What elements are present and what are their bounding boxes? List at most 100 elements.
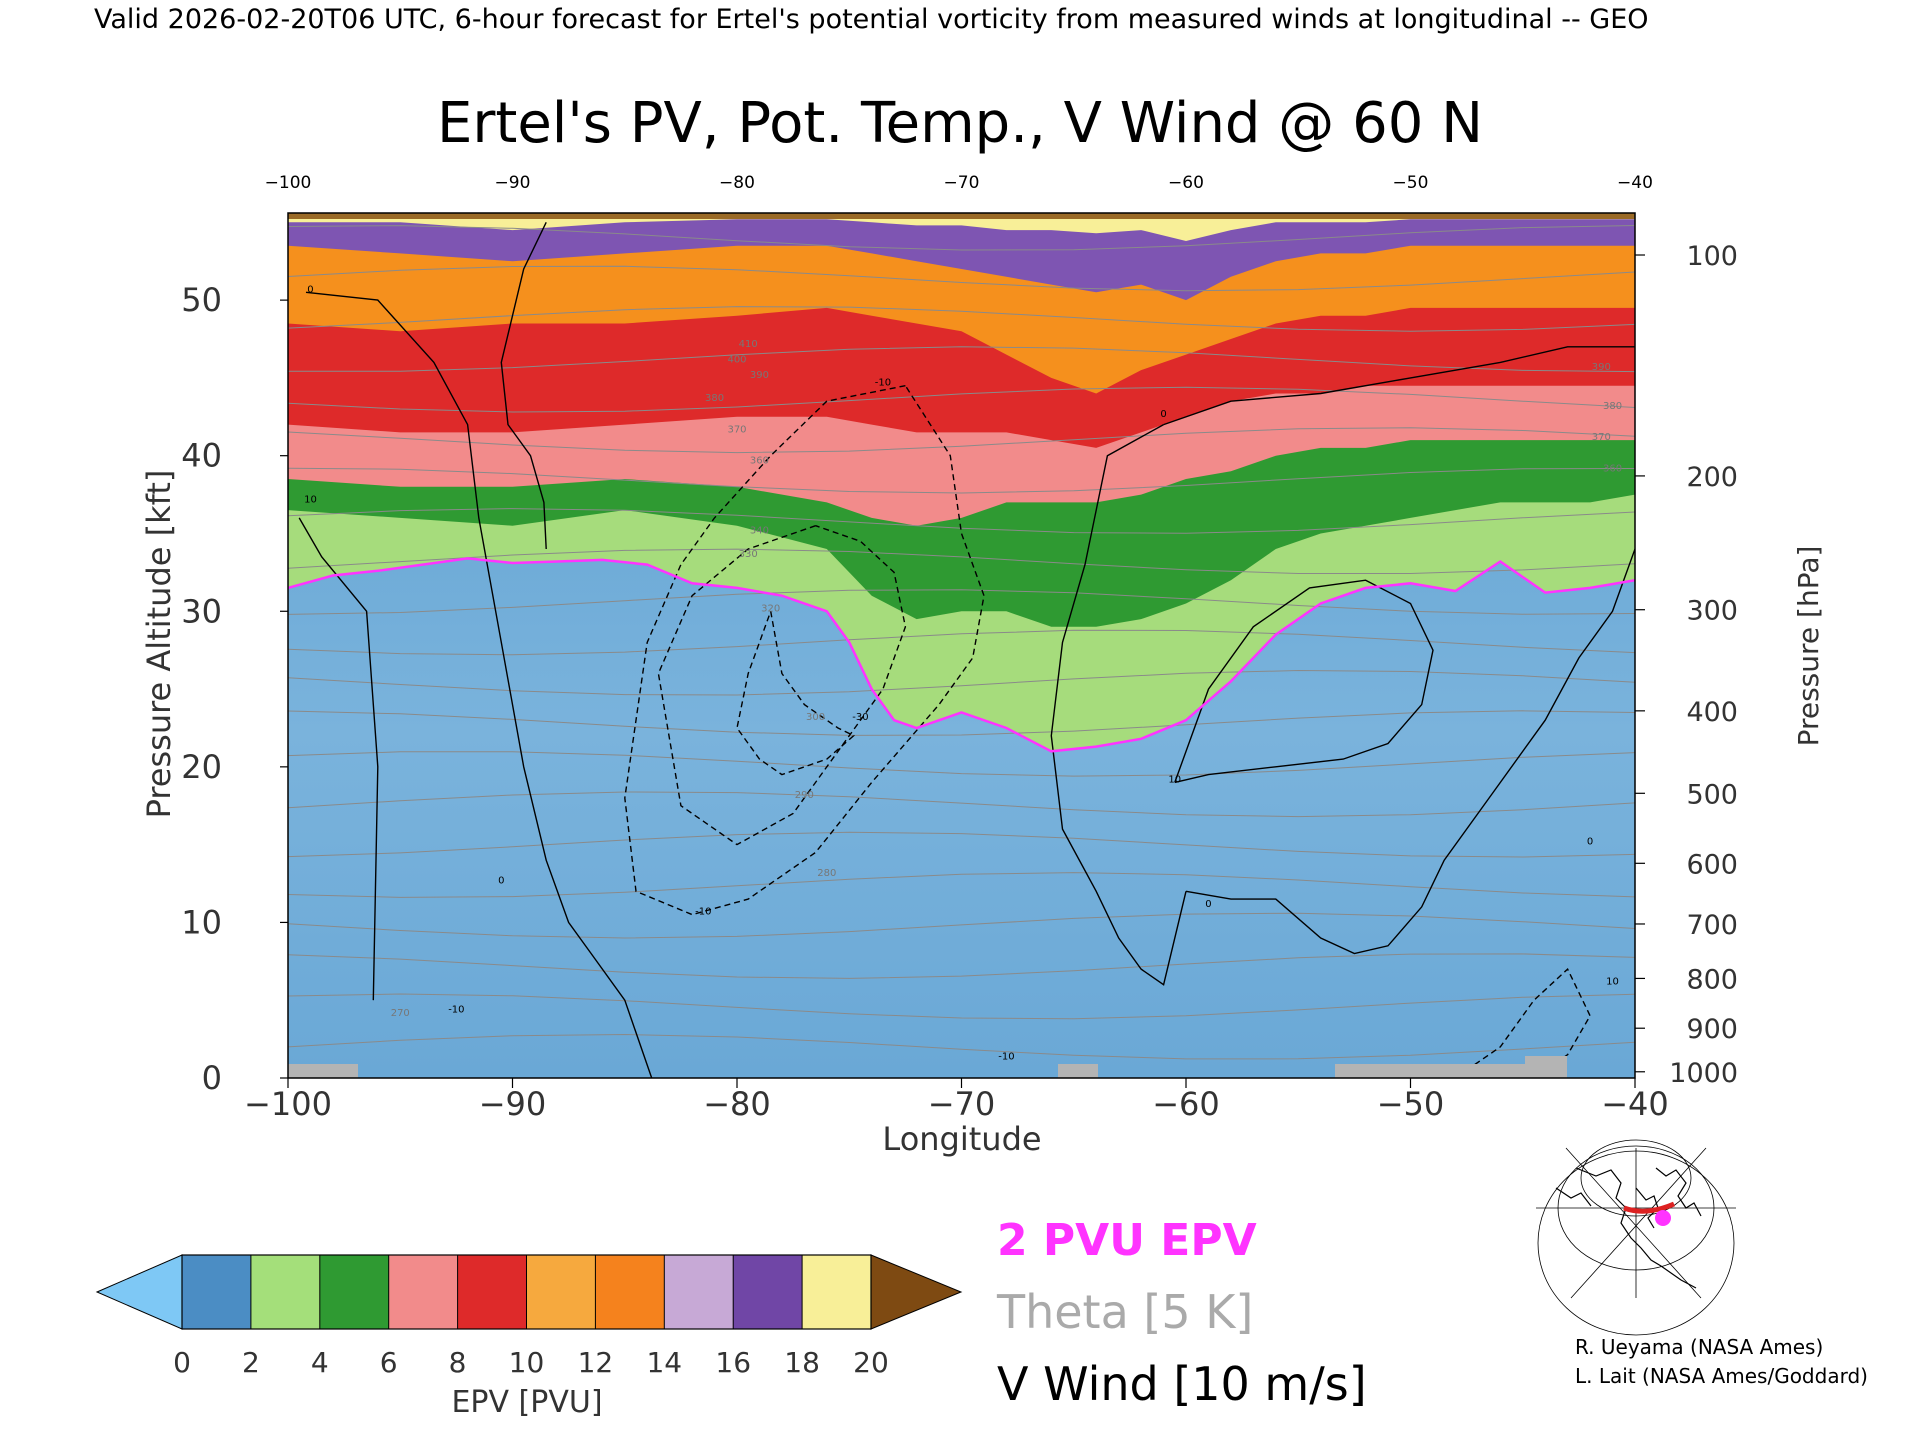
colorbar-segment	[457, 1255, 527, 1329]
colorbar-over-triangle	[870, 1254, 963, 1330]
x-tick-label: −70	[928, 1085, 996, 1123]
plot-area: 410 400 390 380 370 360 340 330 320 300 290 280 270 3…	[287, 212, 1636, 1079]
valid-time-header: Valid 2026-02-20T06 UTC, 6-hour forecast…	[94, 4, 1649, 35]
colorbar-tick-label: 4	[311, 1346, 329, 1379]
colorbar-tick-labels: 0 2 4 6 8 10 12 14 16 18 20	[173, 1346, 889, 1379]
colorbar-tick-label: 20	[853, 1346, 889, 1379]
theta-label: 360	[750, 455, 769, 466]
theta-contour	[288, 265, 1635, 292]
theta-label: 330	[739, 549, 758, 560]
theta-contour	[288, 508, 1635, 534]
vwind-contour	[1174, 579, 1434, 784]
colorbar-segments	[182, 1255, 872, 1329]
vwind-label: -10	[998, 1051, 1014, 1062]
vwind-contour	[1185, 548, 1635, 955]
colorbar-under-triangle	[95, 1254, 183, 1330]
colorbar-segment	[733, 1255, 803, 1329]
theta-contour	[288, 953, 1635, 979]
theta-contour	[288, 669, 1635, 696]
terrain-block	[1058, 1064, 1098, 1078]
epv-band-yellow	[288, 213, 1635, 241]
theta-label: 300	[806, 712, 825, 723]
colorbar-tick-label: 10	[509, 1346, 545, 1379]
top-tick-label: −60	[1168, 173, 1204, 193]
vwind-contour	[298, 517, 379, 1001]
colorbar-segment	[802, 1255, 872, 1329]
x-tick-label: −90	[479, 1085, 547, 1123]
theta-label: 270	[391, 1008, 410, 1019]
theta-label: 390	[750, 370, 769, 381]
vwind-label: 0	[498, 876, 504, 887]
vwind-contour	[1163, 346, 1635, 426]
theta-label: 280	[817, 868, 836, 879]
y-axis-left: 0 10 20 30 40 50	[181, 281, 288, 1097]
pressure-tick-label: 200	[1686, 462, 1738, 493]
colorbar-segment	[388, 1255, 459, 1329]
top-tick-label: −50	[1393, 173, 1429, 193]
pressure-tick-label: 400	[1686, 697, 1738, 728]
theta-label: 400	[727, 354, 746, 365]
colorbar-tick-label: 18	[784, 1346, 820, 1379]
credit-line-1: R. Ueyama (NASA Ames)	[1575, 1335, 1823, 1359]
top-tick-label: −100	[265, 173, 312, 193]
vwind-contours	[298, 221, 1635, 1078]
x-tick-label: −50	[1377, 1085, 1445, 1123]
legend-2pvu: 2 PVU EPV	[997, 1215, 1257, 1266]
colorbar-label: EPV [PVU]	[451, 1385, 602, 1420]
theta-label: 380	[705, 393, 724, 404]
colorbar-segment	[182, 1255, 252, 1329]
epv-band-orange	[288, 213, 1635, 394]
legend-theta: Theta [5 K]	[996, 1285, 1253, 1339]
theta-contour	[288, 831, 1635, 858]
theta-label: 380	[1603, 401, 1622, 412]
colorbar-frame	[181, 1254, 872, 1330]
colorbar-segment	[664, 1255, 734, 1329]
vwind-label: -10	[695, 907, 711, 918]
terrain-block	[288, 1064, 358, 1078]
vwind-label: 10	[304, 494, 317, 505]
y-tick-label: 10	[181, 903, 222, 941]
colorbar-tick-label: 2	[242, 1346, 260, 1379]
vwind-contour	[500, 221, 547, 550]
theta-contour	[288, 791, 1635, 818]
theta-contour	[288, 872, 1635, 898]
theta-contour	[288, 548, 1635, 574]
theta-contour	[288, 1033, 1635, 1060]
theta-label: 370	[727, 424, 746, 435]
pressure-tick-label: 800	[1686, 964, 1738, 995]
epv-band-purple	[288, 213, 1635, 301]
epv-shading	[288, 213, 1635, 752]
y-tick-label: 20	[181, 748, 222, 786]
theta-label: 410	[739, 339, 758, 350]
colorbar-segment	[595, 1255, 665, 1329]
map-track	[1623, 1201, 1675, 1214]
theta-contour	[288, 751, 1635, 777]
theta-label: 320	[761, 603, 780, 614]
x-tick-label: −60	[1152, 1085, 1220, 1123]
top-axis: −100 −90 −80 −70 −60 −50 −40	[265, 173, 1653, 193]
vwind-label: 0	[1205, 899, 1211, 910]
x-axis-label: Longitude	[882, 1120, 1041, 1158]
theta-contour	[288, 993, 1635, 1020]
colorbar-tick-label: 0	[173, 1346, 191, 1379]
legend-vwind: V Wind [10 m/s]	[997, 1357, 1367, 1411]
y-axis-right: 100 200 300 400 500 600 700 800 900 1000	[1635, 241, 1738, 1089]
y-axis-label-left: Pressure Altitude [kft]	[140, 470, 178, 819]
tropopause-line	[288, 557, 1635, 753]
vwind-contour	[624, 385, 985, 916]
chart-title: Ertel's PV, Pot. Temp., V Wind @ 60 N	[437, 91, 1483, 156]
top-tick-label: −80	[719, 173, 755, 193]
terrain-block	[1335, 1064, 1535, 1078]
theta-contour	[288, 386, 1635, 413]
colorbar-tick-label: 8	[449, 1346, 467, 1379]
map-graticule	[1536, 1139, 1736, 1336]
pressure-tick-label: 600	[1686, 849, 1738, 880]
epv-band-brown	[288, 213, 1635, 219]
vwind-label: 10	[1606, 977, 1619, 988]
pressure-tick-label: 700	[1686, 910, 1738, 941]
vwind-contour	[736, 611, 855, 776]
credit-line-2: L. Lait (NASA Ames/Goddard)	[1575, 1364, 1868, 1388]
theta-label: 390	[1592, 362, 1611, 373]
theta-contour	[288, 912, 1635, 939]
